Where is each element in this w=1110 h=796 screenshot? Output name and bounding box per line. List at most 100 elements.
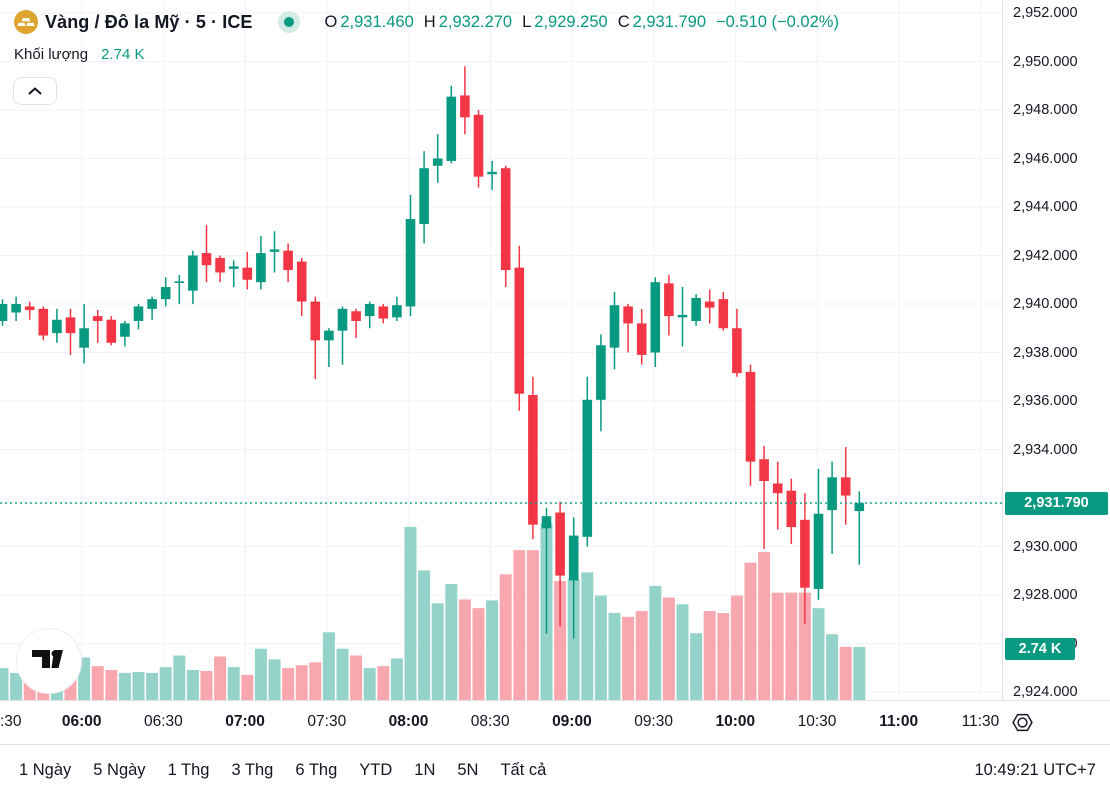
gold-coin-icon <box>14 10 38 34</box>
range-button-1[interactable]: 1 Ngày <box>10 756 80 785</box>
candle-body <box>460 95 470 118</box>
candle-body <box>677 314 688 318</box>
candle-body <box>351 311 361 321</box>
candle-body <box>636 323 647 355</box>
volume-bar <box>10 672 23 700</box>
volume-bar <box>771 592 784 700</box>
candle-body <box>283 250 293 271</box>
candle-body <box>147 299 157 309</box>
candle-body <box>623 306 633 324</box>
low-label: L <box>522 12 532 31</box>
volume-bar <box>798 592 811 700</box>
candle-body <box>596 345 606 400</box>
candle-body <box>65 317 76 334</box>
range-button-6[interactable]: YTD <box>350 756 401 785</box>
volume-bar <box>268 659 281 700</box>
candle-body <box>310 301 321 341</box>
candle-body <box>745 371 756 462</box>
close-label: C <box>617 12 630 31</box>
volume-bar <box>363 668 376 700</box>
candle-body <box>364 304 375 317</box>
volume-bar <box>730 595 743 700</box>
candle-body <box>664 283 674 317</box>
range-button-5[interactable]: 6 Thg <box>286 756 346 785</box>
volume-bar <box>717 612 730 700</box>
range-button-3[interactable]: 1 Thg <box>159 756 219 785</box>
candlestick-chart[interactable] <box>0 0 1002 700</box>
market-status-icon[interactable] <box>277 11 300 33</box>
price-axis-label: 2,946.000 <box>1013 150 1078 167</box>
candle-body <box>555 512 565 576</box>
volume-bar <box>662 597 675 700</box>
volume-bar <box>418 570 431 700</box>
volume-bar <box>458 599 471 700</box>
volume-bar <box>853 647 866 700</box>
volume-bar <box>186 670 199 700</box>
candle-body <box>106 319 117 343</box>
price-axis-label: 2,934.000 <box>1013 441 1078 458</box>
time-axis-label: 06:00 <box>61 713 102 730</box>
volume-bar <box>214 656 227 700</box>
candle-body <box>514 267 525 394</box>
candle-body <box>38 308 49 336</box>
candle-body <box>296 261 307 302</box>
volume-bar <box>526 550 539 700</box>
range-button-9[interactable]: Tất cả <box>491 756 555 785</box>
range-button-4[interactable]: 3 Thg <box>222 756 282 785</box>
price-axis-label: 2,936.000 <box>1013 393 1078 409</box>
volume-bar <box>445 583 458 700</box>
volume-value-badge: 2.74 K <box>1005 638 1075 660</box>
candle-body <box>854 503 865 512</box>
candle-body <box>160 287 171 300</box>
candle-body <box>827 477 837 511</box>
candle-body <box>732 328 742 374</box>
range-button-2[interactable]: 5 Ngày <box>84 756 154 785</box>
range-button-7[interactable]: 1N <box>405 756 444 785</box>
volume-bar <box>622 616 635 700</box>
symbol-title[interactable]: Vàng / Đô la Mỹ · 5 · ICE <box>45 11 253 32</box>
candle-body <box>704 301 715 308</box>
time-axis[interactable]: :30 06:00 06:30 07:00 07:30 08:00 08:30 09:00 09… <box>0 700 1110 744</box>
time-axis-label: 08:30 <box>470 713 510 730</box>
candle-body <box>500 168 511 271</box>
candle-body <box>24 306 35 311</box>
collapse-legend-button[interactable] <box>13 77 57 105</box>
candle-body <box>419 168 429 224</box>
candle-body <box>541 516 552 529</box>
candle-body <box>840 477 851 496</box>
price-axis-label: 2,950.000 <box>1013 53 1078 70</box>
candle-body <box>392 305 402 318</box>
candle-body <box>228 266 239 269</box>
volume-bar <box>826 634 839 700</box>
price-axis-label: 2,948.000 <box>1013 102 1078 118</box>
candle-body <box>52 319 62 334</box>
candle-body <box>786 490 797 528</box>
close-value: 2,931.790 <box>632 12 707 31</box>
candle-body <box>269 249 280 252</box>
volume-bar <box>322 632 335 700</box>
time-axis-label: 06:30 <box>143 713 183 730</box>
volume-bar <box>173 655 186 700</box>
volume-bar <box>309 662 322 700</box>
last-price-badge: 2,931.790 <box>1005 492 1108 515</box>
volume-bar <box>513 550 526 700</box>
volume-bar <box>839 646 852 700</box>
tradingview-logo[interactable] <box>16 628 82 694</box>
time-axis-label: 07:00 <box>225 713 265 730</box>
time-axis-label: 10:00 <box>715 713 756 730</box>
volume-bar <box>336 648 349 700</box>
price-axis[interactable]: 2,924.0002,926.0002,928.0002,930.0002,93… <box>1002 0 1110 700</box>
volume-bar <box>0 668 9 700</box>
volume-bar <box>554 581 567 700</box>
time-axis-label: :30 <box>0 713 22 730</box>
range-button-8[interactable]: 5N <box>448 756 487 785</box>
chart-pane[interactable]: Vàng / Đô la Mỹ · 5 · ICE O 2,931.460 H 2,… <box>0 0 1110 700</box>
volume-bar <box>295 665 308 700</box>
candle-body <box>174 281 185 283</box>
volume-bar <box>499 574 512 700</box>
clock-timezone[interactable]: 10:49:21 UTC+7 <box>974 761 1096 779</box>
candle-body <box>256 253 266 283</box>
price-axis-label: 2,928.000 <box>1013 587 1078 603</box>
scale-settings-icon[interactable] <box>1011 711 1034 739</box>
